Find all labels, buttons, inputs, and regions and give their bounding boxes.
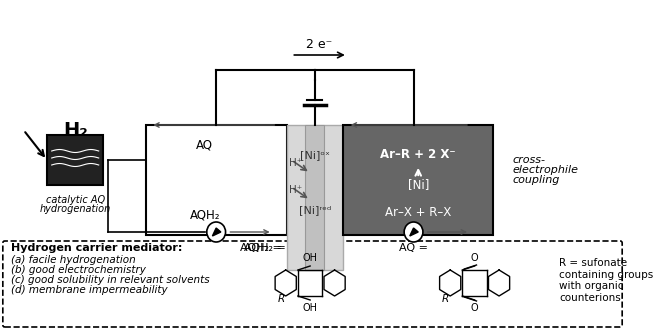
Text: cross-: cross- [512, 155, 545, 165]
Text: Ar–X + R–X: Ar–X + R–X [385, 206, 452, 218]
Text: O: O [471, 253, 478, 263]
Text: AQH₂: AQH₂ [190, 209, 220, 221]
Text: (a) facile hydrogenation: (a) facile hydrogenation [11, 255, 136, 265]
Text: (c) good solubility in relevant solvents: (c) good solubility in relevant solvents [11, 275, 210, 285]
Bar [305, 125, 325, 270]
Text: [Ni]: [Ni] [408, 179, 429, 191]
Text: (d) membrane impermeability: (d) membrane impermeability [11, 285, 168, 295]
Circle shape [207, 222, 225, 242]
Text: AQH₂ =: AQH₂ = [240, 243, 282, 253]
Polygon shape [212, 228, 221, 236]
FancyBboxPatch shape [3, 241, 622, 327]
Text: coupling: coupling [512, 175, 559, 185]
Text: hydrogenation: hydrogenation [39, 204, 111, 214]
Text: R: R [442, 294, 449, 304]
Text: AQ: AQ [196, 139, 213, 151]
Circle shape [404, 222, 423, 242]
Text: [Ni]ᵒˣ: [Ni]ᵒˣ [300, 150, 330, 160]
Bar [287, 125, 343, 270]
Text: (b) good electrochemistry: (b) good electrochemistry [11, 265, 146, 275]
Text: H⁺: H⁺ [289, 185, 303, 195]
Text: H₂: H₂ [63, 120, 88, 140]
Text: H⁺: H⁺ [289, 158, 303, 168]
Text: O: O [471, 303, 478, 313]
Text: [Ni]ʳᵉᵈ: [Ni]ʳᵉᵈ [299, 205, 331, 215]
Text: Hydrogen carrier mediator:: Hydrogen carrier mediator: [11, 243, 183, 253]
Text: R: R [277, 294, 285, 304]
Bar [343, 125, 493, 235]
Text: electrophile: electrophile [512, 165, 579, 175]
Text: OH: OH [303, 253, 318, 263]
Text: catalytic AQ: catalytic AQ [46, 195, 105, 205]
Text: AQ =: AQ = [398, 243, 428, 253]
Polygon shape [410, 228, 418, 236]
Text: AQH₂ =: AQH₂ = [244, 243, 286, 253]
Text: 2 e⁻: 2 e⁻ [307, 39, 332, 51]
Text: R = sufonate
containing groups
with organic
counterions: R = sufonate containing groups with orga… [559, 258, 654, 303]
Bar [47, 135, 103, 185]
Bar [146, 125, 287, 235]
Text: OH: OH [303, 303, 318, 313]
Text: Ar–R + 2 X⁻: Ar–R + 2 X⁻ [380, 148, 456, 161]
